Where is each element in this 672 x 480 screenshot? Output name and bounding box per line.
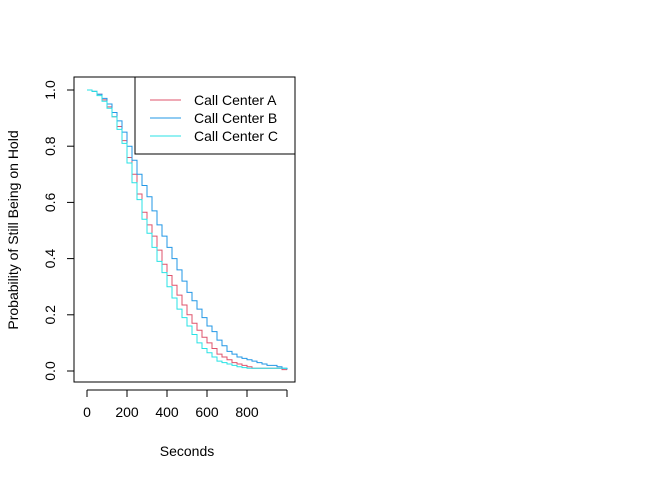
series-group <box>87 89 288 371</box>
y-tick-label: 1.0 <box>42 80 58 100</box>
x-axis-label: Seconds <box>160 443 214 459</box>
y-tick-label: 0.4 <box>42 249 58 269</box>
legend-box <box>134 76 296 155</box>
series-line-c <box>87 89 287 369</box>
legend: Call Center A Call Center B Call Center … <box>134 76 296 155</box>
series-line-b <box>87 89 288 370</box>
x-tick-label: 800 <box>235 404 259 420</box>
series-line-a <box>87 89 287 371</box>
x-tick-label: 600 <box>195 404 219 420</box>
y-tick-label: 0.6 <box>42 192 58 212</box>
y-tick-label: 0.2 <box>42 305 58 325</box>
x-tick-group: 0 200 400 600 800 <box>83 390 288 420</box>
legend-label-c: Call Center C <box>194 128 278 144</box>
legend-label-b: Call Center B <box>194 110 277 126</box>
y-tick-label: 0.0 <box>42 361 58 381</box>
y-tick-group: 0.0 0.2 0.4 0.6 0.8 1.0 <box>42 80 74 381</box>
x-tick-label: 200 <box>115 404 139 420</box>
legend-label-a: Call Center A <box>194 92 277 108</box>
x-tick-label: 0 <box>83 404 91 420</box>
y-tick-label: 0.8 <box>42 136 58 156</box>
y-axis-label: Probability of Still Being on Hold <box>5 130 21 329</box>
x-tick-label: 400 <box>155 404 179 420</box>
